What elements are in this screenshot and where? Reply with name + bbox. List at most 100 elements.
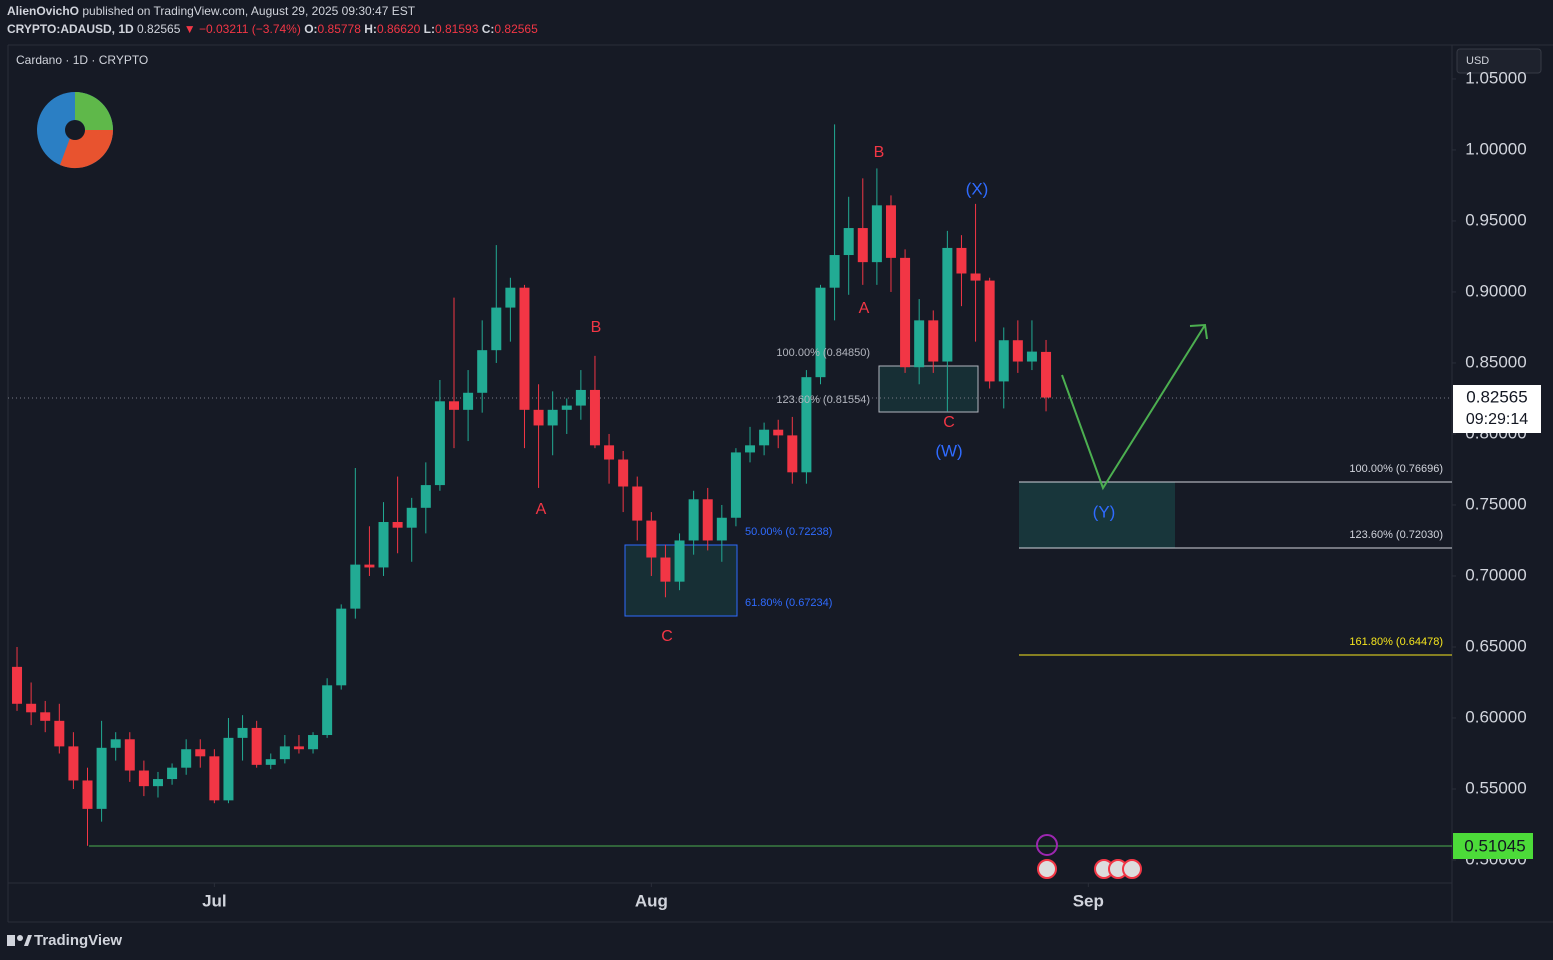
candle-body xyxy=(674,540,685,582)
candle-body xyxy=(434,401,445,486)
candle-body xyxy=(900,257,911,368)
candle-body xyxy=(505,287,516,308)
countdown: 09:29:14 xyxy=(1466,411,1528,428)
close: 0.82565 xyxy=(494,22,538,36)
candle-body xyxy=(928,320,939,362)
candle-body xyxy=(110,739,121,748)
candle-body xyxy=(829,255,840,288)
published: published on TradingView.com, August 29,… xyxy=(82,4,415,18)
candle-body xyxy=(843,228,854,256)
candle-body xyxy=(759,429,770,446)
candle-body xyxy=(491,307,502,351)
candle-body xyxy=(857,228,868,263)
y-tick-label: 0.60000 xyxy=(1465,707,1526,726)
candle-body xyxy=(96,747,107,809)
annotation: C xyxy=(943,414,955,431)
candle-body xyxy=(26,703,37,713)
candle-body xyxy=(519,287,530,410)
candle-body xyxy=(998,340,1009,382)
arrow-head xyxy=(1189,323,1208,340)
y-tick-label: 0.75000 xyxy=(1465,494,1526,513)
c-label: C: xyxy=(482,22,495,36)
candle-body xyxy=(406,507,417,528)
candle-body xyxy=(660,557,671,582)
candle-body xyxy=(730,452,741,518)
x-tick-label: Aug xyxy=(635,891,668,910)
candle-body xyxy=(745,445,756,453)
candle-body xyxy=(378,522,389,568)
candle-body xyxy=(787,435,798,473)
x-tick-label: Sep xyxy=(1073,891,1104,910)
o-label: O: xyxy=(304,22,317,36)
fib-zone xyxy=(878,365,979,413)
level-tag xyxy=(1453,833,1533,859)
candle-body xyxy=(561,405,572,410)
annotation: B xyxy=(591,319,602,336)
candle-body xyxy=(589,389,600,446)
candle-body xyxy=(336,608,347,686)
header-line-2: CRYPTO:ADAUSD, 1D 0.82565 ▼ −0.03211 (−3… xyxy=(7,22,538,36)
currency[interactable]: USD xyxy=(1466,55,1489,67)
change: ▼ −0.03211 (−3.74%) xyxy=(184,22,301,36)
y-tick-label: 1.00000 xyxy=(1465,139,1526,158)
candle-body xyxy=(251,727,262,765)
candle-body xyxy=(871,205,882,263)
level-tag-value: 0.51045 xyxy=(1464,836,1525,855)
candle-body xyxy=(1026,351,1037,362)
annotation: (Y) xyxy=(1093,502,1116,521)
candle-body xyxy=(463,392,474,410)
candle-body xyxy=(716,517,727,541)
annotation: B xyxy=(874,144,885,161)
y-tick-label: 0.85000 xyxy=(1465,352,1526,371)
annotations: A B C A B C (W) (X) (Y) 50.00% (0.72238) 61.80% (0… xyxy=(536,144,1443,648)
symbol: CRYPTO:ADAUSD, 1D xyxy=(7,22,134,36)
legend: Cardano · 1D · CRYPTO xyxy=(16,53,148,67)
candle-body xyxy=(124,739,135,771)
footer: TradingView xyxy=(34,932,122,949)
candle-body xyxy=(265,759,276,765)
footer-logo xyxy=(7,935,32,946)
header-line-1: AlienOvichO published on TradingView.com… xyxy=(7,4,416,18)
candle-body xyxy=(575,389,586,406)
candle-body xyxy=(152,779,163,787)
annotation: C xyxy=(661,628,673,645)
last: 0.82565 xyxy=(137,22,181,36)
candle-body xyxy=(420,485,431,508)
y-tick-label: 1.05000 xyxy=(1465,68,1526,87)
candle-body xyxy=(702,499,713,541)
annotation: 50.00% (0.72238) xyxy=(745,526,832,538)
candle-body xyxy=(392,522,403,528)
candle-body xyxy=(547,409,558,426)
candle-body xyxy=(195,749,206,757)
fib-zone xyxy=(1019,482,1175,548)
candle-body xyxy=(801,377,812,473)
candle-body xyxy=(308,735,319,750)
candle-body xyxy=(956,247,967,274)
candle-body xyxy=(688,499,699,541)
candle-body xyxy=(942,247,953,362)
currency-box[interactable] xyxy=(1456,48,1542,74)
open: 0.85778 xyxy=(318,22,362,36)
logo xyxy=(37,92,114,169)
event-icons[interactable] xyxy=(1036,834,1142,879)
annotation: A xyxy=(859,300,870,317)
annotation: 161.80% (0.64478) xyxy=(1349,636,1443,648)
candle-body xyxy=(364,564,375,568)
h-label: H: xyxy=(364,22,377,36)
y-tick-label: 0.95000 xyxy=(1465,210,1526,229)
candle-body xyxy=(477,350,488,393)
low: 0.81593 xyxy=(435,22,479,36)
y-tick-label: 0.55000 xyxy=(1465,778,1526,797)
candle-body xyxy=(54,720,65,747)
annotation: (W) xyxy=(935,441,962,460)
candle-body xyxy=(914,320,925,368)
candle-body xyxy=(237,727,248,738)
projection-arrow xyxy=(1061,324,1206,491)
candles xyxy=(12,124,1052,846)
candle-body xyxy=(1041,351,1052,398)
y-tick-label: 0.70000 xyxy=(1465,565,1526,584)
candle-body xyxy=(322,685,333,736)
candle-body xyxy=(181,749,192,768)
